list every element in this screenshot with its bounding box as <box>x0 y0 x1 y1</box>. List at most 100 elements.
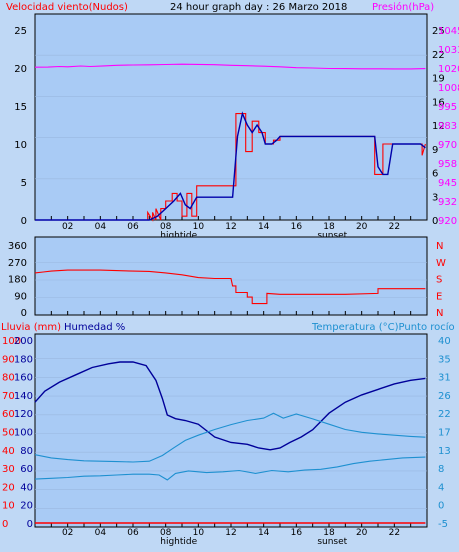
direction-tick-label: 360 <box>8 241 27 252</box>
plot-area <box>34 13 428 221</box>
wind-scale-tick-label: 12 <box>432 121 445 132</box>
x-tick-label: 12 <box>225 528 236 538</box>
rain-axis-title: Lluvia (mm) <box>1 322 61 333</box>
x-tick-label: 10 <box>193 222 205 232</box>
temperature-tick-label: 40 <box>438 336 451 347</box>
wind-speed-tick-label: 10 <box>14 140 27 151</box>
temperature-tick-label: -5 <box>438 519 448 530</box>
pressure-series <box>34 63 426 70</box>
x-annotation: sunset <box>317 231 347 241</box>
pressure-tick-label: 1008 <box>438 83 459 94</box>
x-tick-label: 02 <box>62 222 73 232</box>
temperature-tick-label: 17 <box>438 428 451 439</box>
rain-tick-label: 50 <box>2 428 15 439</box>
wind-scale-tick-label: 19 <box>432 74 445 85</box>
direction-tick-label: 180 <box>8 275 27 286</box>
wind-scale-tick-label: 25 <box>432 26 445 37</box>
humidity-tick-label: 20 <box>20 501 33 512</box>
temperature-tick-label: 4 <box>438 482 444 493</box>
plot-area <box>34 333 428 528</box>
graph-title: 24 hour graph day : 26 Marzo 2018 <box>170 2 347 13</box>
x-tick-label: 16 <box>291 528 303 538</box>
direction-tick-label: 90 <box>14 291 27 302</box>
temperature-tick-label: 0 <box>438 501 444 512</box>
rain-tick-label: 90 <box>2 354 15 365</box>
rain-tick-label: 100 <box>2 336 21 347</box>
x-tick-label: 20 <box>356 222 368 232</box>
wind-speed-tick-label: 15 <box>14 102 27 113</box>
x-tick-label: 20 <box>356 528 368 538</box>
x-tick-label: 04 <box>95 528 107 538</box>
pressure-tick-label: 958 <box>438 159 457 170</box>
compass-tick-label: W <box>436 258 446 269</box>
humidity-tick-label: 100 <box>14 428 33 439</box>
x-tick-label: 10 <box>193 528 205 538</box>
x-tick-label: 16 <box>291 222 303 232</box>
x-annotation: hightide <box>160 537 197 547</box>
humidity-axis-title: Humedad % <box>64 322 125 333</box>
compass-tick-label: S <box>436 275 442 286</box>
temperature-tick-label: 31 <box>438 373 451 384</box>
wind-speed-tick-label: 25 <box>14 26 27 37</box>
temperature-series <box>34 412 426 463</box>
temperature-tick-label: 35 <box>438 354 451 365</box>
x-annotation: hightide <box>160 231 197 241</box>
humidity-tick-label: 120 <box>14 409 33 420</box>
direction-tick-label: 0 <box>21 308 27 319</box>
wind-speed-tick-label: 20 <box>14 64 27 75</box>
humidity-tick-label: 80 <box>20 446 33 457</box>
x-tick-label: 12 <box>225 222 236 232</box>
rain-tick-label: 30 <box>2 464 15 475</box>
x-tick-label: 18 <box>323 222 335 232</box>
pressure-tick-label: 1045 <box>438 26 459 37</box>
x-tick-label: 02 <box>62 528 73 538</box>
plot-area <box>34 236 428 316</box>
pressure-tick-label: 932 <box>438 197 457 208</box>
wind-speed-tick-label: 5 <box>21 178 27 189</box>
humidity-tick-label: 180 <box>14 354 33 365</box>
rain-tick-label: 80 <box>2 373 15 384</box>
pressure-tick-label: 945 <box>438 178 457 189</box>
pressure-axis-title: Presión(hPa) <box>372 1 434 13</box>
wind-scale-tick-label: 3 <box>432 192 438 203</box>
rain-tick-label: 0 <box>2 519 8 530</box>
pressure-tick-label: 920 <box>438 216 457 227</box>
x-tick-label: 22 <box>389 222 400 232</box>
wind-speed-axis-title: Velocidad viento(Nudos) <box>6 2 128 13</box>
x-tick-label: 14 <box>258 528 270 538</box>
compass-tick-label: N <box>436 241 443 252</box>
x-tick-label: 14 <box>258 222 270 232</box>
humidity-tick-label: 40 <box>20 482 33 493</box>
rain-tick-label: 20 <box>2 482 15 493</box>
humidity-tick-label: 0 <box>27 519 33 530</box>
temperature-axis-title: Temperatura (°C)Punto rocío <box>311 321 455 333</box>
x-tick-label: 08 <box>160 222 172 232</box>
x-tick-label: 22 <box>389 528 400 538</box>
wind-pressure-panel: 02 04 06 08 10 12 14 16 18 20 22 hightide sunset 0 5 10… <box>14 13 459 241</box>
humidity-series <box>34 361 426 451</box>
x-tick-label: 08 <box>160 528 172 538</box>
humidity-tick-label: 200 <box>14 336 33 347</box>
temperature-tick-label: 13 <box>438 446 451 457</box>
temperature-tick-label: 8 <box>438 464 444 475</box>
humidity-tick-label: 60 <box>20 464 33 475</box>
wind-average-series <box>35 111 426 221</box>
wind-speed-tick-label: 0 <box>21 216 27 227</box>
x-tick-label: 18 <box>323 528 335 538</box>
x-tick-label: 06 <box>127 222 139 232</box>
wind-scale-tick-label: 9 <box>432 145 438 156</box>
rain-tick-label: 60 <box>2 409 15 420</box>
rain-tick-label: 10 <box>2 501 15 512</box>
dew-point-series <box>34 456 426 481</box>
rain-tick-label: 40 <box>2 446 15 457</box>
x-tick-label: 04 <box>95 222 107 232</box>
temperature-tick-label: 26 <box>438 391 451 402</box>
rain-tick-label: 70 <box>2 391 15 402</box>
wind-direction-series <box>34 269 426 305</box>
pressure-tick-label: 983 <box>438 121 457 132</box>
x-annotation: sunset <box>317 537 347 547</box>
wind-scale-tick-label: 6 <box>432 169 438 180</box>
